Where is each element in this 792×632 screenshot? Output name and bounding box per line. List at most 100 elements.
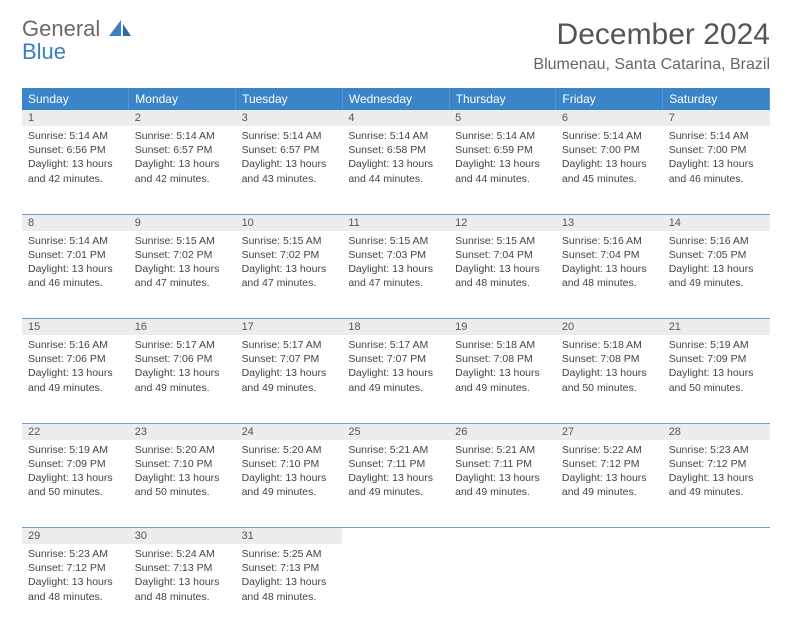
sunset-line: Sunset: 7:11 PM xyxy=(455,457,550,471)
day-cell: Sunrise: 5:17 AMSunset: 7:07 PMDaylight:… xyxy=(342,335,449,423)
daylight-line: Daylight: 13 hours and 44 minutes. xyxy=(455,157,550,185)
sunset-line: Sunset: 7:08 PM xyxy=(455,352,550,366)
sunset-line: Sunset: 7:12 PM xyxy=(562,457,657,471)
daylight-line: Daylight: 13 hours and 47 minutes. xyxy=(242,262,337,290)
sunrise-line: Sunrise: 5:14 AM xyxy=(562,129,657,143)
daynum-row: 891011121314 xyxy=(22,214,770,231)
day-number: 17 xyxy=(236,319,343,336)
sunset-line: Sunset: 7:02 PM xyxy=(242,248,337,262)
sunrise-line: Sunrise: 5:25 AM xyxy=(242,547,337,561)
sunset-line: Sunset: 7:04 PM xyxy=(455,248,550,262)
daylight-line: Daylight: 13 hours and 49 minutes. xyxy=(135,366,230,394)
sunrise-line: Sunrise: 5:17 AM xyxy=(135,338,230,352)
daylight-line: Daylight: 13 hours and 47 minutes. xyxy=(348,262,443,290)
day-number: 18 xyxy=(342,319,449,336)
sunrise-line: Sunrise: 5:18 AM xyxy=(455,338,550,352)
sunset-line: Sunset: 7:02 PM xyxy=(135,248,230,262)
daylight-line: Daylight: 13 hours and 47 minutes. xyxy=(135,262,230,290)
sunset-line: Sunset: 7:00 PM xyxy=(669,143,764,157)
day-cell: Sunrise: 5:23 AMSunset: 7:12 PMDaylight:… xyxy=(22,544,129,632)
day-cell: Sunrise: 5:14 AMSunset: 6:57 PMDaylight:… xyxy=(129,126,236,214)
day-cell: Sunrise: 5:14 AMSunset: 7:00 PMDaylight:… xyxy=(556,126,663,214)
daylight-line: Daylight: 13 hours and 42 minutes. xyxy=(28,157,123,185)
header: General Blue December 2024 Blumenau, San… xyxy=(22,18,770,74)
day-number: 27 xyxy=(556,423,663,440)
sunrise-line: Sunrise: 5:21 AM xyxy=(455,443,550,457)
daylight-line: Daylight: 13 hours and 48 minutes. xyxy=(28,575,123,603)
sunset-line: Sunset: 6:57 PM xyxy=(135,143,230,157)
day-cell: Sunrise: 5:18 AMSunset: 7:08 PMDaylight:… xyxy=(556,335,663,423)
daylight-line: Daylight: 13 hours and 49 minutes. xyxy=(669,471,764,499)
daylight-line: Daylight: 13 hours and 43 minutes. xyxy=(242,157,337,185)
day-cell: Sunrise: 5:14 AMSunset: 6:57 PMDaylight:… xyxy=(236,126,343,214)
day-cell: Sunrise: 5:14 AMSunset: 7:00 PMDaylight:… xyxy=(663,126,770,214)
weekday-header: Saturday xyxy=(663,88,770,110)
day-cell xyxy=(663,544,770,632)
sunrise-line: Sunrise: 5:15 AM xyxy=(242,234,337,248)
sunset-line: Sunset: 7:06 PM xyxy=(135,352,230,366)
daynum-row: 15161718192021 xyxy=(22,319,770,336)
sunset-line: Sunset: 7:13 PM xyxy=(135,561,230,575)
week-row: Sunrise: 5:19 AMSunset: 7:09 PMDaylight:… xyxy=(22,440,770,528)
daylight-line: Daylight: 13 hours and 49 minutes. xyxy=(242,471,337,499)
day-cell: Sunrise: 5:16 AMSunset: 7:06 PMDaylight:… xyxy=(22,335,129,423)
daylight-line: Daylight: 13 hours and 44 minutes. xyxy=(348,157,443,185)
weekday-header: Wednesday xyxy=(342,88,449,110)
day-cell: Sunrise: 5:21 AMSunset: 7:11 PMDaylight:… xyxy=(342,440,449,528)
day-cell: Sunrise: 5:16 AMSunset: 7:05 PMDaylight:… xyxy=(663,231,770,319)
day-number: 25 xyxy=(342,423,449,440)
sunset-line: Sunset: 7:11 PM xyxy=(348,457,443,471)
day-cell: Sunrise: 5:19 AMSunset: 7:09 PMDaylight:… xyxy=(663,335,770,423)
day-number: 8 xyxy=(22,214,129,231)
day-cell: Sunrise: 5:22 AMSunset: 7:12 PMDaylight:… xyxy=(556,440,663,528)
daylight-line: Daylight: 13 hours and 49 minutes. xyxy=(348,471,443,499)
day-number: 23 xyxy=(129,423,236,440)
day-cell: Sunrise: 5:20 AMSunset: 7:10 PMDaylight:… xyxy=(236,440,343,528)
sunrise-line: Sunrise: 5:24 AM xyxy=(135,547,230,561)
daynum-row: 293031 xyxy=(22,528,770,545)
daylight-line: Daylight: 13 hours and 49 minutes. xyxy=(242,366,337,394)
daylight-line: Daylight: 13 hours and 48 minutes. xyxy=(455,262,550,290)
sunrise-line: Sunrise: 5:21 AM xyxy=(348,443,443,457)
day-number: 10 xyxy=(236,214,343,231)
day-cell: Sunrise: 5:19 AMSunset: 7:09 PMDaylight:… xyxy=(22,440,129,528)
day-number: 13 xyxy=(556,214,663,231)
daylight-line: Daylight: 13 hours and 48 minutes. xyxy=(562,262,657,290)
day-cell: Sunrise: 5:25 AMSunset: 7:13 PMDaylight:… xyxy=(236,544,343,632)
day-number: 1 xyxy=(22,110,129,126)
weekday-header-row: SundayMondayTuesdayWednesdayThursdayFrid… xyxy=(22,88,770,110)
day-cell: Sunrise: 5:17 AMSunset: 7:07 PMDaylight:… xyxy=(236,335,343,423)
day-number: 30 xyxy=(129,528,236,545)
day-cell: Sunrise: 5:20 AMSunset: 7:10 PMDaylight:… xyxy=(129,440,236,528)
day-number: 24 xyxy=(236,423,343,440)
logo: General Blue xyxy=(22,18,133,63)
day-cell: Sunrise: 5:15 AMSunset: 7:02 PMDaylight:… xyxy=(236,231,343,319)
sunset-line: Sunset: 6:57 PM xyxy=(242,143,337,157)
day-number: 15 xyxy=(22,319,129,336)
sunset-line: Sunset: 7:07 PM xyxy=(242,352,337,366)
sunset-line: Sunset: 7:04 PM xyxy=(562,248,657,262)
day-number: 7 xyxy=(663,110,770,126)
logo-sail-icon xyxy=(107,18,133,43)
sunset-line: Sunset: 6:56 PM xyxy=(28,143,123,157)
day-number: 22 xyxy=(22,423,129,440)
day-cell: Sunrise: 5:14 AMSunset: 6:58 PMDaylight:… xyxy=(342,126,449,214)
day-cell xyxy=(449,544,556,632)
day-number: 31 xyxy=(236,528,343,545)
daynum-row: 22232425262728 xyxy=(22,423,770,440)
daylight-line: Daylight: 13 hours and 49 minutes. xyxy=(28,366,123,394)
day-cell: Sunrise: 5:17 AMSunset: 7:06 PMDaylight:… xyxy=(129,335,236,423)
day-cell xyxy=(556,544,663,632)
sunrise-line: Sunrise: 5:15 AM xyxy=(348,234,443,248)
day-cell: Sunrise: 5:14 AMSunset: 6:56 PMDaylight:… xyxy=(22,126,129,214)
day-cell: Sunrise: 5:15 AMSunset: 7:04 PMDaylight:… xyxy=(449,231,556,319)
week-row: Sunrise: 5:14 AMSunset: 7:01 PMDaylight:… xyxy=(22,231,770,319)
sunrise-line: Sunrise: 5:14 AM xyxy=(28,129,123,143)
day-cell: Sunrise: 5:14 AMSunset: 7:01 PMDaylight:… xyxy=(22,231,129,319)
day-number: 4 xyxy=(342,110,449,126)
sunrise-line: Sunrise: 5:14 AM xyxy=(455,129,550,143)
sunset-line: Sunset: 7:13 PM xyxy=(242,561,337,575)
daylight-line: Daylight: 13 hours and 49 minutes. xyxy=(562,471,657,499)
daylight-line: Daylight: 13 hours and 50 minutes. xyxy=(669,366,764,394)
day-number: 16 xyxy=(129,319,236,336)
